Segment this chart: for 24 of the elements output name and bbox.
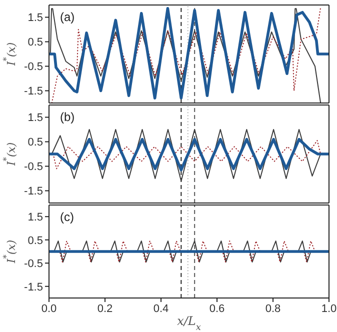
x-tick-label: 1.0 — [321, 302, 337, 315]
y-tick-label: -1.5 — [24, 86, 43, 98]
x-tick-label: 0.4 — [153, 302, 169, 315]
x-tick-label: 0.0 — [41, 302, 57, 315]
y-tick-label: 1.5 — [28, 212, 43, 224]
y-tick-label: -1.5 — [24, 281, 43, 294]
y-tick-label: -0.5 — [24, 258, 43, 270]
y-tick-label: -1.5 — [24, 186, 43, 198]
annotation: (c) — [60, 210, 74, 224]
x-axis-title: x/L$_{x}$ — [177, 314, 201, 332]
annotation: (b) — [60, 110, 75, 124]
y-tick-label: -0.5 — [24, 161, 43, 174]
line-series — [49, 138, 329, 172]
y-tick-label: -0.5 — [24, 61, 43, 74]
y-tick-label: 0.5 — [28, 36, 43, 49]
y-tick-label: 1.5 — [28, 12, 43, 24]
x-tick-label: 0.6 — [209, 302, 225, 315]
x-tick-label: 0.2 — [97, 302, 113, 315]
y-tick-label: 0.5 — [28, 136, 43, 149]
annotation: (a) — [60, 10, 75, 24]
y-tick-label: 0.5 — [28, 234, 43, 247]
line-series — [52, 140, 322, 170]
y-tick-label: 1.5 — [28, 112, 43, 124]
x-tick-label: 0.8 — [265, 302, 281, 315]
